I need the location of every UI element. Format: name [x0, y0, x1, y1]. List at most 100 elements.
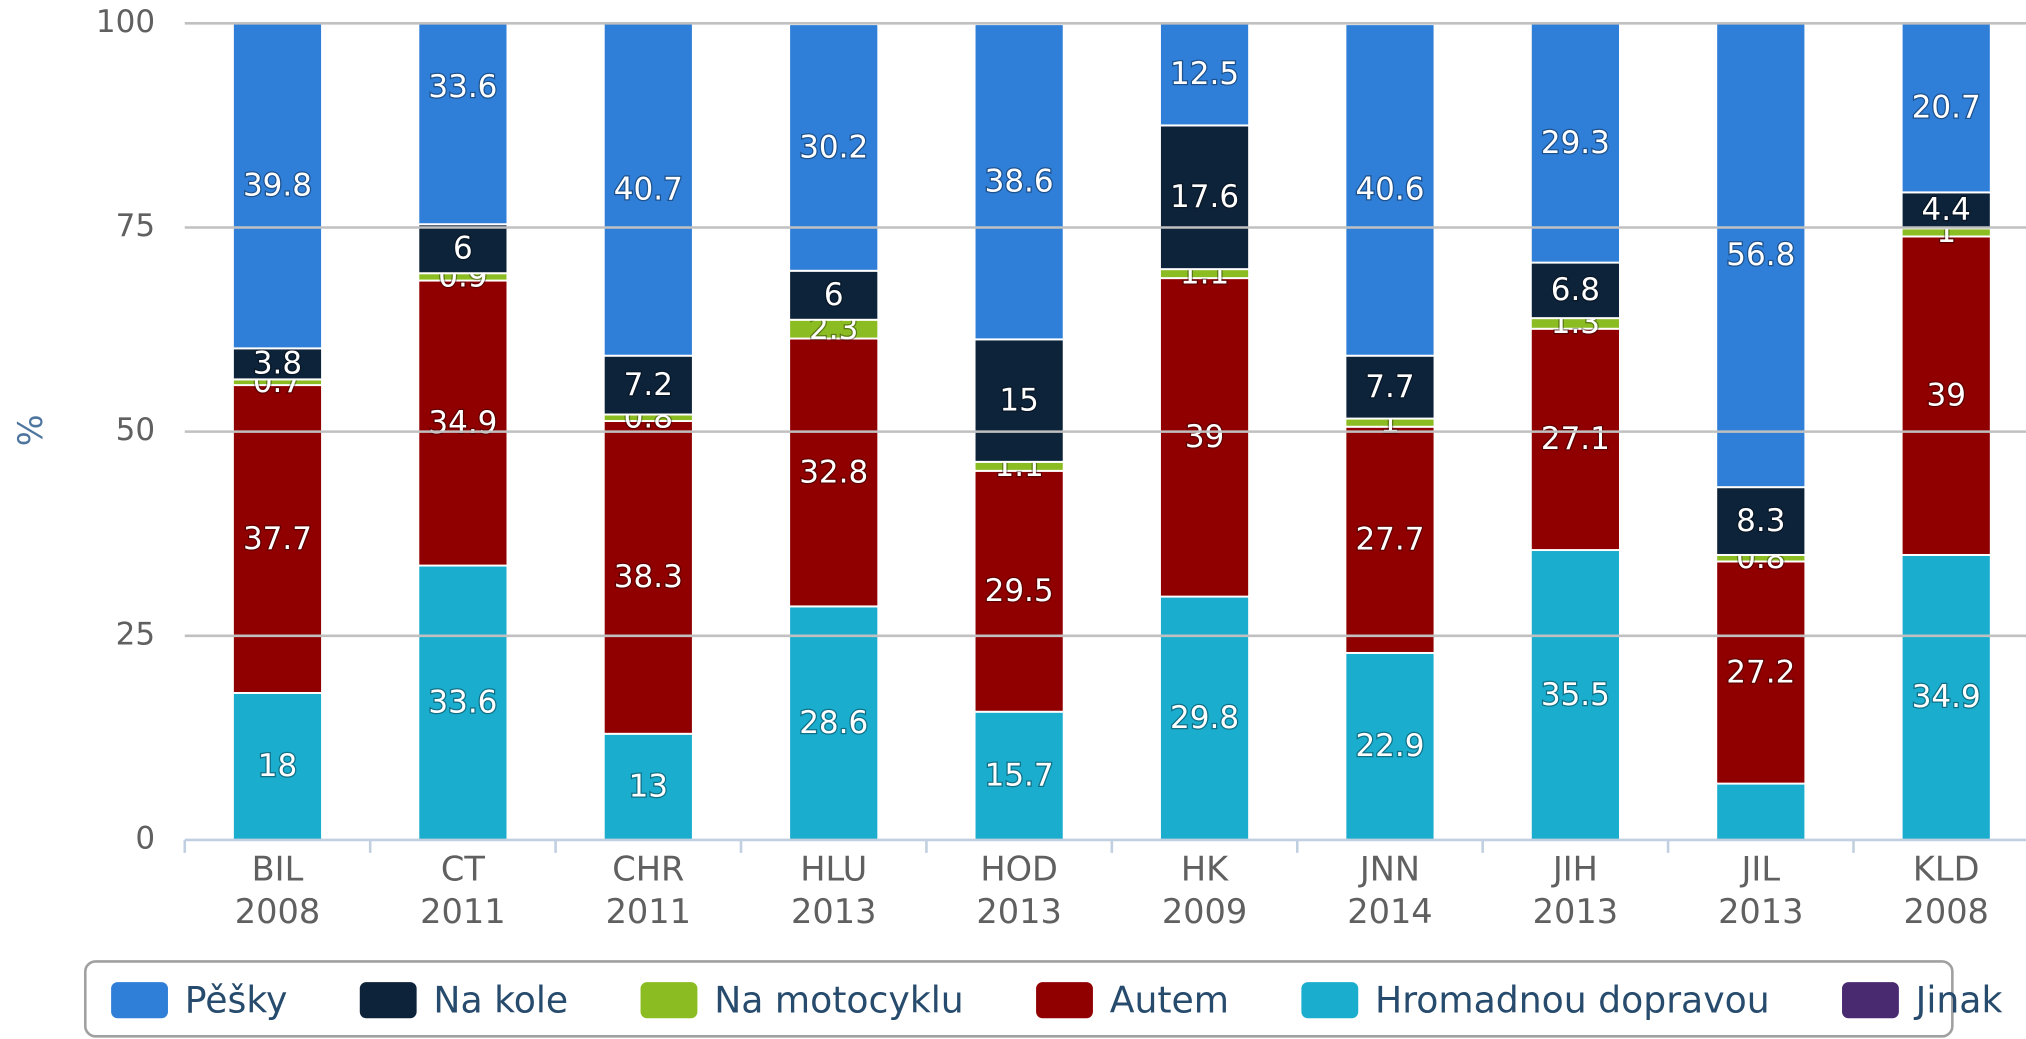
x-tick-label: 2011: [420, 892, 505, 931]
x-tick-label: JNN: [1358, 849, 1420, 888]
data-label: 7.2: [624, 367, 673, 403]
y-tick-label: 50: [116, 412, 155, 448]
bar-segment: [1159, 595, 1251, 840]
bar-segment: [1715, 486, 1807, 556]
legend-box: [83, 960, 1954, 1038]
bar-segment: [602, 354, 694, 416]
x-tick-label: KLD: [1913, 849, 1980, 888]
x-tick-label: 2013: [791, 892, 876, 931]
y-tick-label: 100: [96, 4, 155, 40]
y-tick-label: 25: [116, 616, 155, 652]
data-label: 30.2: [799, 129, 868, 165]
bar-segment: [788, 23, 880, 272]
bar-segment: [1900, 553, 1992, 840]
bar-segment: [1900, 191, 1992, 230]
data-label: 20.7: [1912, 90, 1981, 126]
bar-segment: [231, 691, 324, 840]
data-label: 22.9: [1355, 728, 1424, 764]
bar-segment: [1715, 560, 1807, 785]
legend-label: Pěšky: [185, 979, 288, 1022]
data-label: 6.8: [1551, 272, 1600, 308]
legend-swatch: [640, 982, 698, 1019]
data-label: 38.6: [985, 164, 1054, 200]
bar-segment: [788, 269, 880, 321]
x-tick-label: 2008: [235, 892, 320, 931]
bar-segment: [788, 337, 880, 608]
x-tick-label: 2013: [1533, 892, 1618, 931]
bar-segment: [1529, 23, 1621, 264]
legend-swatch: [1842, 982, 1899, 1019]
x-tick-label: 2013: [976, 892, 1061, 931]
legend-label: Autem: [1110, 979, 1229, 1022]
x-tick-label: HK: [1181, 849, 1229, 888]
data-label: 37.7: [243, 521, 312, 557]
bar-segment: [973, 23, 1065, 341]
data-label: 29.8: [1170, 700, 1239, 736]
legend-label: Na kole: [433, 979, 568, 1022]
bar-segment: [417, 279, 509, 567]
x-tick-label: 2013: [1718, 892, 1803, 931]
data-label: 17.6: [1170, 179, 1239, 215]
data-label: 39: [1926, 377, 1965, 413]
x-tick-label: CT: [441, 849, 485, 888]
data-label: 34.9: [428, 405, 497, 441]
data-label: 40.6: [1355, 172, 1424, 208]
legend-label: Hromadnou dopravou: [1375, 979, 1770, 1022]
data-label: 28.6: [799, 705, 868, 741]
data-label: 13: [629, 769, 668, 805]
data-label: 4.4: [1922, 192, 1971, 228]
x-tick-label: 2014: [1347, 892, 1432, 931]
x-tick-label: CHR: [612, 849, 684, 888]
bar-segment: [973, 338, 1065, 463]
data-label: 32.8: [799, 454, 868, 490]
data-label: 15: [999, 382, 1038, 418]
bar-segment: [788, 605, 880, 840]
data-label: 29.5: [985, 573, 1054, 609]
data-label: 40.7: [614, 171, 683, 207]
legend-swatch: [111, 982, 168, 1019]
data-label: 33.6: [428, 685, 497, 721]
bar-segment: [1344, 425, 1436, 654]
data-label: 39.8: [243, 168, 312, 204]
data-label: 15.7: [985, 758, 1054, 794]
bar-segment: [1715, 782, 1807, 840]
bar-segment: [417, 223, 509, 275]
bar-segment: [417, 23, 509, 226]
x-tick-label: 2009: [1162, 892, 1247, 931]
data-label: 39: [1185, 419, 1224, 455]
legend-swatch: [359, 982, 417, 1019]
legend-swatch: [1036, 982, 1093, 1019]
bar-segment: [1900, 235, 1992, 556]
legend-label: Jinak: [1914, 979, 2003, 1022]
data-label: 7.7: [1365, 369, 1414, 405]
x-tick-label: 2011: [606, 892, 691, 931]
x-tick-label: HOD: [980, 849, 1058, 888]
bar-segment: [417, 564, 509, 840]
bar-segment: [1159, 23, 1251, 127]
bar-segment: [973, 710, 1065, 840]
data-label: 27.7: [1355, 522, 1424, 558]
y-axis-label: %: [11, 414, 50, 446]
data-label: 27.2: [1726, 654, 1795, 690]
bar-segment: [1159, 124, 1251, 271]
bar-segment: [1529, 261, 1621, 320]
bar-segment: [602, 23, 694, 357]
x-tick-label: JIL: [1740, 849, 1781, 888]
bar-segment: [1715, 23, 1807, 489]
x-tick-label: HLU: [800, 849, 867, 888]
data-label: 6: [824, 277, 844, 313]
bar-segment: [602, 732, 694, 840]
y-tick-label: 75: [116, 208, 155, 244]
bar-segment: [1900, 23, 1992, 194]
bar-segment: [973, 469, 1065, 713]
data-label: 27.1: [1541, 421, 1610, 457]
x-tick-label: BIL: [252, 849, 304, 888]
bar-segment: [602, 420, 694, 735]
data-label: 18: [258, 748, 297, 784]
bar-segment: [231, 23, 324, 350]
x-tick-label: JIH: [1551, 849, 1598, 888]
x-tick-label: 2008: [1903, 892, 1988, 931]
legend-swatch: [1301, 982, 1359, 1019]
data-label: 12.5: [1170, 56, 1239, 92]
